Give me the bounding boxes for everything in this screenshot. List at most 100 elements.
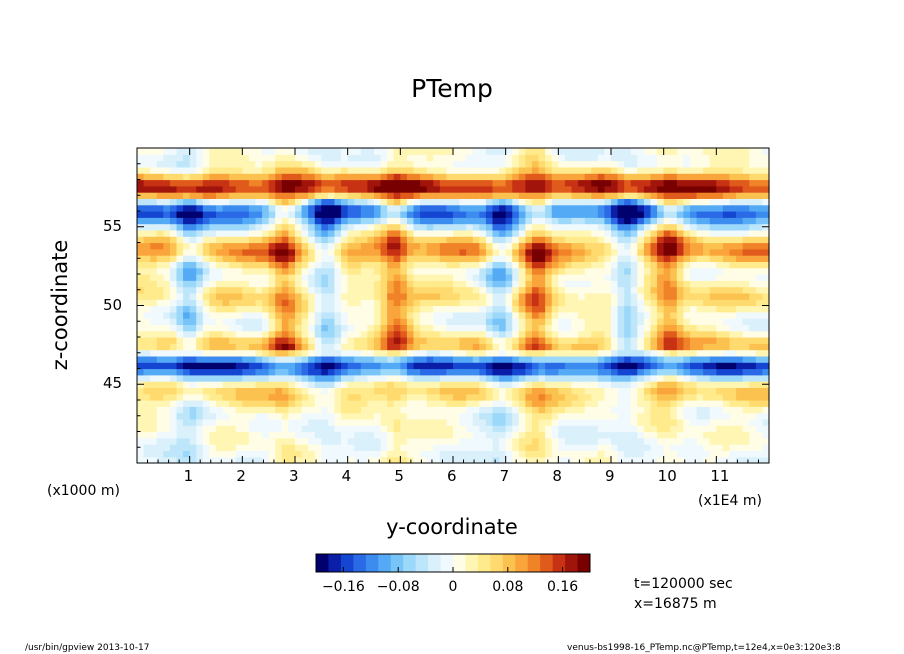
heatmap-cell — [143, 255, 151, 262]
heatmap-cell — [288, 166, 296, 174]
heatmap-cell — [374, 381, 382, 388]
heatmap-cell — [334, 223, 342, 231]
heatmap-cell — [505, 437, 513, 445]
heatmap-cell — [742, 387, 750, 395]
heatmap-cell — [281, 267, 290, 275]
heatmap-cell — [611, 393, 619, 401]
heatmap-cell — [281, 223, 290, 231]
heatmap-cell — [202, 324, 211, 332]
heatmap-cell — [400, 255, 408, 262]
heatmap-cell — [275, 305, 283, 313]
heatmap-cell — [453, 242, 461, 250]
heatmap-cell — [611, 305, 619, 313]
heatmap-cell — [558, 248, 566, 256]
heatmap-cell — [341, 198, 349, 206]
heatmap-cell — [637, 280, 645, 288]
heatmap-cell — [169, 349, 178, 357]
heatmap-cell — [505, 418, 513, 426]
heatmap-cell — [347, 267, 355, 275]
heatmap-cell — [512, 148, 520, 155]
heatmap-cell — [676, 437, 685, 445]
heatmap-cell — [584, 406, 592, 414]
heatmap-cell — [169, 229, 178, 237]
heatmap-cell — [341, 393, 349, 401]
heatmap-cell — [703, 280, 711, 288]
heatmap-cell — [209, 204, 217, 212]
heatmap-cell — [196, 349, 204, 357]
heatmap-cell — [670, 450, 678, 458]
heatmap-cell — [235, 387, 243, 395]
heatmap-cell — [242, 292, 250, 300]
heatmap-cell — [479, 444, 487, 451]
heatmap-cell — [459, 211, 467, 218]
heatmap-cell — [643, 305, 652, 313]
heatmap-cell — [150, 305, 158, 313]
heatmap-cell — [637, 173, 645, 181]
heatmap-cell — [242, 343, 250, 351]
heatmap-cell — [374, 368, 382, 376]
heatmap-cell — [400, 223, 408, 231]
heatmap-cell — [137, 267, 145, 275]
heatmap-cell — [387, 406, 395, 414]
heatmap-cell — [643, 349, 652, 357]
heatmap-cell — [525, 179, 533, 187]
heatmap-cell — [433, 229, 441, 237]
heatmap-cell — [505, 217, 513, 225]
heatmap-cell — [617, 204, 625, 212]
heatmap-cell — [248, 242, 257, 250]
heatmap-cell — [611, 236, 619, 244]
heatmap-cell — [334, 362, 342, 370]
heatmap-cell — [163, 166, 171, 174]
heatmap-cell — [354, 274, 362, 281]
heatmap-cell — [499, 305, 507, 313]
heatmap-cell — [295, 406, 303, 414]
heatmap-cell — [742, 192, 750, 199]
heatmap-cell — [459, 437, 467, 445]
heatmap-cell — [551, 299, 559, 307]
heatmap-cell — [453, 280, 461, 288]
heatmap-cell — [143, 431, 151, 439]
heatmap-cell — [591, 173, 599, 181]
heatmap-cell — [505, 299, 513, 307]
heatmap-cell — [334, 248, 342, 256]
heatmap-cell — [143, 185, 151, 193]
heatmap-cell — [202, 425, 211, 433]
heatmap-cell — [347, 368, 355, 376]
heatmap-cell — [683, 223, 691, 231]
heatmap-cell — [308, 204, 316, 212]
heatmap-cell — [367, 292, 375, 300]
heatmap-cell — [670, 431, 678, 439]
heatmap-cell — [137, 337, 145, 344]
heatmap-cell — [716, 160, 724, 168]
heatmap-cell — [709, 185, 717, 193]
heatmap-cell — [736, 248, 744, 256]
heatmap-cell — [518, 148, 527, 155]
heatmap-cell — [538, 400, 546, 407]
heatmap-cell — [222, 198, 230, 206]
heatmap-cell — [762, 211, 770, 218]
heatmap-cell — [314, 330, 322, 338]
heatmap-cell — [347, 154, 355, 162]
heatmap-cell — [433, 418, 441, 426]
heatmap-cell — [387, 337, 395, 344]
heatmap-cell — [604, 229, 612, 237]
colorbar-swatch — [577, 554, 591, 572]
heatmap-cell — [222, 324, 230, 332]
heatmap-cell — [183, 393, 191, 401]
heatmap-cell — [255, 349, 263, 357]
heatmap-cell — [222, 148, 230, 155]
heatmap-cell — [433, 374, 441, 382]
heatmap-cell — [722, 198, 731, 206]
heatmap-cell — [202, 185, 211, 193]
heatmap-cell — [189, 173, 197, 181]
heatmap-cell — [439, 160, 448, 168]
heatmap-cell — [222, 236, 230, 244]
heatmap-cell — [518, 154, 527, 162]
heatmap-cell — [281, 211, 290, 218]
heatmap-cell — [657, 311, 665, 319]
heatmap-cell — [222, 456, 230, 464]
heatmap-cell — [696, 456, 704, 464]
heatmap-cell — [604, 431, 612, 439]
heatmap-cell — [729, 280, 737, 288]
heatmap-cell — [439, 204, 448, 212]
